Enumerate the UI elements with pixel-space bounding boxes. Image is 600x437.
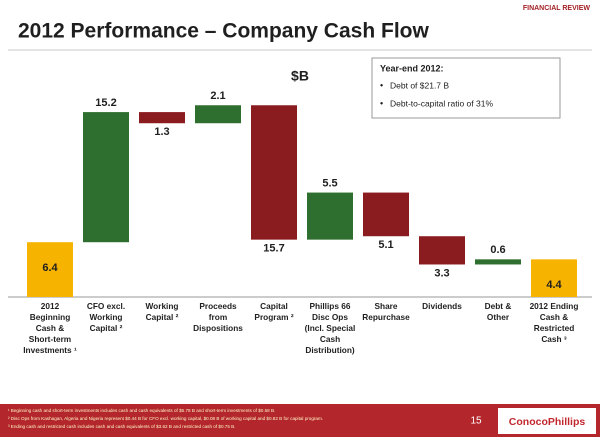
annotation-bullet: Debt of $21.7 B	[390, 80, 449, 90]
value-label: 4.4	[546, 279, 562, 291]
unit-label: $B	[291, 68, 309, 84]
footnote: ¹ Beginning cash and short-term investme…	[8, 408, 275, 413]
x-tick-label: Distribution)	[305, 345, 355, 355]
x-tick-label: Phillips 66	[309, 301, 350, 311]
x-tick-label: Other	[487, 312, 510, 322]
bullet: •	[380, 80, 383, 90]
x-tick-label: Capital ²	[146, 312, 179, 322]
bullet: •	[380, 98, 383, 108]
x-tick-label: Restricted	[534, 323, 575, 333]
bar	[531, 259, 577, 297]
x-tick-label: Debt &	[485, 301, 512, 311]
x-tick-label: Capital	[260, 301, 288, 311]
x-tick-label: Share	[374, 301, 397, 311]
value-label: 1.3	[154, 126, 169, 138]
annotation-heading: Year-end 2012:	[380, 63, 444, 73]
x-tick-label: Beginning	[30, 312, 71, 322]
x-tick-label: from	[209, 312, 227, 322]
bar	[195, 105, 241, 124]
x-tick-label: Proceeds	[199, 301, 237, 311]
x-tick-label: Short-term	[29, 334, 71, 344]
x-tick-label: Cash ³	[541, 334, 567, 344]
section-label: FINANCIAL REVIEW	[523, 5, 591, 12]
value-label: 3.3	[434, 267, 449, 279]
x-tick-label: (Incl. Special	[305, 323, 356, 333]
footnote: ² Disc Ops from Kashagan, Algeria and Ni…	[8, 416, 323, 421]
x-tick-label: Working	[145, 301, 178, 311]
bar	[83, 112, 129, 243]
x-tick-label: Cash &	[36, 323, 65, 333]
logo-box	[498, 408, 596, 434]
annotation-box	[371, 57, 561, 119]
annotation-bullet: Debt-to-capital ratio of 31%	[390, 98, 493, 108]
value-label: 5.5	[322, 177, 337, 189]
page-number: 15	[470, 416, 482, 427]
x-tick-label: Repurchase	[362, 312, 410, 322]
x-tick-label: Working	[89, 312, 122, 322]
x-tick-label: Dividends	[422, 301, 462, 311]
bar	[27, 242, 73, 297]
bar	[251, 105, 297, 240]
logo: ConocoPhillips	[509, 416, 586, 428]
x-tick-label: CFO excl.	[87, 301, 125, 311]
bar	[363, 192, 409, 237]
x-tick-label: Investments ¹	[23, 345, 77, 355]
x-tick-label: Dispositions	[193, 323, 243, 333]
x-tick-label: Cash &	[540, 312, 569, 322]
value-label: 0.6	[490, 244, 505, 256]
x-tick-label: Program ²	[254, 312, 293, 322]
value-label: 15.2	[95, 97, 116, 109]
x-tick-label: 2012 Ending	[530, 301, 579, 311]
bar	[307, 192, 353, 240]
value-label: 6.4	[42, 262, 58, 274]
footnote: ³ Ending cash and restricted cash includ…	[8, 424, 236, 429]
x-tick-label: Cash	[320, 334, 340, 344]
bar	[419, 236, 465, 265]
chart-title: 2012 Performance – Company Cash Flow	[18, 20, 429, 43]
value-label: 5.1	[378, 239, 393, 251]
bar	[139, 112, 185, 124]
x-tick-label: Disc Ops	[312, 312, 348, 322]
x-tick-label: 2012	[41, 301, 60, 311]
value-label: 2.1	[210, 90, 225, 102]
x-tick-label: Capital ²	[90, 323, 123, 333]
bar	[475, 259, 521, 265]
value-label: 15.7	[263, 243, 284, 255]
